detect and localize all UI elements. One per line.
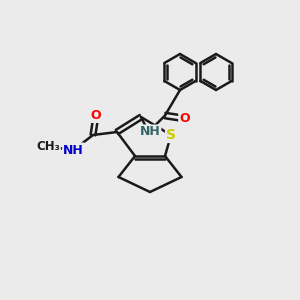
Text: CH₃: CH₃ bbox=[36, 140, 60, 154]
Text: S: S bbox=[166, 128, 176, 142]
Text: O: O bbox=[91, 109, 101, 122]
Text: NH: NH bbox=[140, 125, 160, 139]
Text: O: O bbox=[179, 112, 190, 125]
Text: NH: NH bbox=[63, 143, 84, 157]
